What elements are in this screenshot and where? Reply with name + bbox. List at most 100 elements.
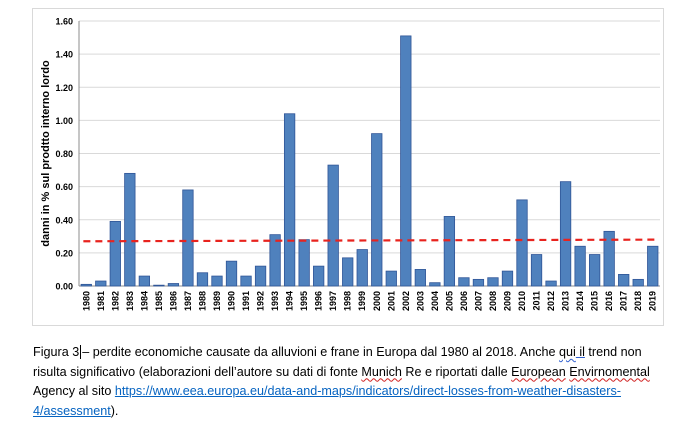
bar (167, 283, 180, 287)
bar (647, 245, 659, 287)
bar (95, 280, 107, 287)
caption-text-3: Re e riportati dalle (401, 364, 512, 379)
y-tick-label: 1.20 (55, 83, 73, 93)
caption-figure-label: Figura 3 (33, 345, 80, 359)
bar (153, 284, 165, 287)
bar (211, 275, 223, 287)
x-tick-label: 2002 (401, 291, 411, 311)
bar (124, 172, 136, 287)
bar (385, 270, 397, 287)
bar (589, 254, 601, 287)
bar (487, 277, 499, 287)
x-tick-label: 1982 (110, 291, 120, 311)
x-tick-label: 2019 (648, 291, 658, 311)
bar (618, 274, 630, 287)
bar (298, 239, 310, 287)
x-tick-label: 1995 (299, 291, 309, 311)
y-tick-label: 0.00 (55, 282, 73, 292)
y-tick-label: 0.60 (55, 182, 73, 192)
x-tick-label: 1981 (96, 291, 106, 311)
x-tick-label: 1991 (241, 291, 251, 311)
bar (313, 265, 325, 287)
x-tick-label: 2015 (590, 291, 600, 311)
x-tick-label: 2012 (546, 291, 556, 311)
x-tick-label: 2008 (488, 291, 498, 311)
x-tick-label: 2013 (561, 291, 571, 311)
caption-text-1: – perdite economiche causate da alluvion… (82, 345, 560, 359)
x-tick-label: 2003 (415, 291, 425, 311)
x-tick-label: 2001 (386, 291, 396, 311)
bar (530, 254, 543, 287)
bar (138, 275, 150, 287)
x-tick-label: 1984 (139, 291, 149, 311)
bar (632, 278, 644, 287)
bar (574, 245, 586, 287)
bar (327, 164, 339, 287)
bar (545, 280, 557, 287)
x-tick-label: 1993 (270, 291, 280, 311)
x-tick-label: 2017 (619, 291, 629, 311)
caption-word-qui: qui (559, 345, 576, 359)
bar (269, 234, 281, 287)
x-tick-label: 2010 (517, 291, 527, 311)
figure-caption: Figura 3– perdite economiche causate da … (33, 343, 663, 421)
x-tick-label: 2014 (575, 291, 585, 311)
x-tick-label: 2007 (473, 291, 483, 311)
x-tick-label: 1999 (357, 291, 367, 311)
caption-word-european: European (511, 364, 566, 379)
x-tick-label: 2005 (444, 291, 454, 311)
bar (400, 35, 412, 287)
bar (603, 230, 615, 287)
x-tick-label: 1994 (285, 291, 295, 311)
caption-word-munich: Munich (361, 364, 402, 379)
x-tick-label: 1985 (154, 291, 164, 311)
bar (414, 269, 426, 287)
y-tick-label: 0.80 (55, 149, 73, 159)
x-tick-label: 1980 (81, 291, 91, 311)
x-tick-label: 2016 (604, 291, 614, 311)
x-tick-label: 1988 (197, 291, 207, 311)
bar (342, 257, 354, 287)
caption-word-envirnomental: Envirnomental (569, 364, 650, 379)
y-tick-label: 1.60 (55, 17, 73, 27)
y-tick-label: 0.20 (55, 248, 73, 258)
x-tick-label: 1992 (256, 291, 266, 311)
x-tick-label: 2006 (459, 291, 469, 311)
x-tick-label: 2004 (430, 291, 440, 311)
bar (429, 282, 441, 287)
caption-text-2: trend non risulta significativo (elabora… (33, 345, 642, 379)
x-tick-label: 1987 (183, 291, 193, 311)
bar (196, 272, 209, 287)
x-tick-label: 2018 (633, 291, 643, 311)
bar (109, 221, 121, 287)
x-tick-label: 1989 (212, 291, 222, 311)
bar (501, 270, 514, 287)
x-tick-label: 2009 (502, 291, 512, 311)
y-tick-label: 1.40 (55, 50, 73, 60)
caption-word-il: il (575, 345, 585, 359)
x-tick-label: 1997 (328, 291, 338, 311)
bar-chart: 0.00 0.20 0.40 0.60 0.80 1.00 1.20 1.40 1.60 dann… (40, 17, 660, 311)
bar (356, 249, 368, 287)
y-axis-title: danni in % sul prodtto interno lordo (40, 60, 52, 247)
bar (472, 278, 485, 287)
bar (458, 277, 470, 287)
x-tick-label: 2000 (372, 291, 382, 311)
x-tick-label: 1986 (168, 291, 178, 311)
bar (240, 275, 252, 287)
bar (516, 199, 528, 287)
x-tick-label: 1990 (227, 291, 237, 311)
x-tick-label: 2011 (532, 291, 542, 311)
caption-text-5: ). (110, 403, 119, 418)
y-tick-label: 1.00 (55, 116, 73, 126)
caption-source-link[interactable]: https://www.eea.europa.eu/data-and-maps/… (33, 384, 621, 418)
bar (182, 189, 194, 287)
bar (559, 181, 572, 287)
bar (254, 265, 267, 287)
bar (80, 283, 92, 287)
x-tick-label: 1996 (314, 291, 324, 311)
x-tick-label: 1998 (343, 291, 353, 311)
x-tick-label: 1983 (125, 291, 135, 311)
bar (225, 260, 238, 287)
bar (371, 133, 383, 287)
